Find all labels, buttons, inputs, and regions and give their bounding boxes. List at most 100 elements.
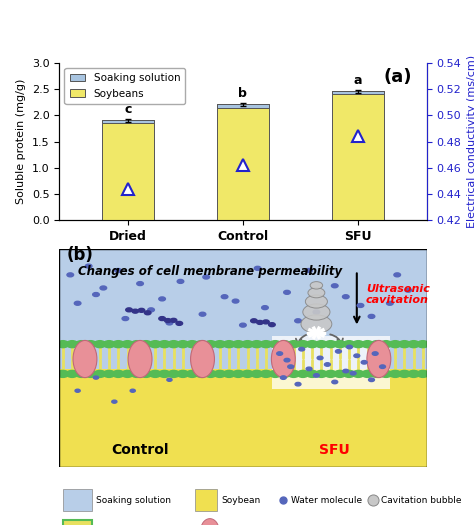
Circle shape	[371, 371, 383, 377]
Circle shape	[277, 352, 283, 355]
Ellipse shape	[201, 519, 219, 525]
Circle shape	[159, 297, 165, 301]
Circle shape	[262, 306, 268, 310]
Circle shape	[67, 273, 73, 277]
Circle shape	[269, 323, 275, 327]
Bar	[59, 249, 427, 369]
Circle shape	[288, 365, 293, 369]
Circle shape	[159, 341, 170, 348]
Circle shape	[408, 371, 419, 377]
Circle shape	[317, 356, 323, 360]
Circle shape	[334, 341, 346, 348]
Circle shape	[313, 310, 319, 314]
Circle shape	[316, 341, 327, 348]
Circle shape	[343, 295, 349, 299]
Circle shape	[313, 374, 319, 377]
Circle shape	[138, 308, 145, 312]
Circle shape	[223, 341, 235, 348]
Bar	[272, 336, 390, 388]
Circle shape	[195, 371, 207, 377]
Circle shape	[343, 341, 355, 348]
Circle shape	[232, 371, 244, 377]
Circle shape	[131, 371, 143, 377]
Circle shape	[306, 341, 318, 348]
Circle shape	[263, 320, 269, 324]
Circle shape	[305, 295, 328, 308]
Circle shape	[361, 361, 367, 364]
Text: Ultrasonic
cavitation: Ultrasonic cavitation	[366, 284, 430, 306]
Ellipse shape	[367, 340, 391, 377]
Circle shape	[112, 341, 124, 348]
Circle shape	[140, 341, 152, 348]
Circle shape	[251, 371, 263, 377]
Bar	[59, 369, 427, 467]
Circle shape	[205, 341, 217, 348]
Circle shape	[306, 367, 312, 371]
Circle shape	[371, 341, 383, 348]
Circle shape	[112, 400, 117, 403]
Circle shape	[380, 371, 392, 377]
Circle shape	[122, 341, 133, 348]
Ellipse shape	[191, 340, 214, 377]
Circle shape	[159, 371, 170, 377]
Y-axis label: Soluble protein (mg/g): Soluble protein (mg/g)	[16, 79, 26, 204]
Circle shape	[132, 309, 138, 313]
Circle shape	[177, 371, 189, 377]
Circle shape	[66, 341, 78, 348]
Circle shape	[394, 273, 401, 277]
Circle shape	[260, 371, 272, 377]
Circle shape	[168, 341, 180, 348]
Text: (a): (a)	[383, 68, 412, 86]
Bar	[102, 120, 154, 220]
Circle shape	[122, 317, 128, 321]
FancyBboxPatch shape	[195, 489, 217, 511]
Circle shape	[284, 290, 290, 295]
Circle shape	[223, 371, 235, 377]
Circle shape	[195, 341, 207, 348]
Circle shape	[74, 301, 81, 305]
Circle shape	[353, 371, 364, 377]
Circle shape	[66, 371, 78, 377]
Circle shape	[389, 371, 401, 377]
Circle shape	[343, 371, 355, 377]
Circle shape	[131, 341, 143, 348]
Ellipse shape	[128, 340, 152, 377]
Circle shape	[346, 345, 352, 349]
Text: b: b	[238, 87, 247, 100]
Circle shape	[343, 369, 349, 373]
Circle shape	[122, 371, 133, 377]
Circle shape	[166, 321, 173, 325]
Circle shape	[126, 308, 132, 312]
Circle shape	[297, 341, 309, 348]
Circle shape	[75, 389, 80, 392]
Circle shape	[399, 371, 410, 377]
Circle shape	[214, 371, 226, 377]
Circle shape	[306, 371, 318, 377]
Circle shape	[354, 354, 360, 358]
Circle shape	[94, 341, 106, 348]
Circle shape	[103, 341, 115, 348]
Circle shape	[170, 318, 177, 322]
Legend: Soaking solution, Soybeans: Soaking solution, Soybeans	[64, 68, 185, 104]
Circle shape	[299, 348, 305, 351]
Bar	[59, 249, 427, 467]
Circle shape	[149, 371, 161, 377]
Text: Soaking solution: Soaking solution	[96, 496, 171, 505]
Circle shape	[325, 363, 330, 366]
Text: SFU: SFU	[319, 443, 350, 457]
Circle shape	[93, 376, 99, 379]
Text: Control: Control	[111, 443, 169, 457]
Circle shape	[269, 341, 281, 348]
Text: (b): (b)	[66, 246, 93, 264]
Circle shape	[167, 379, 172, 381]
Circle shape	[389, 341, 401, 348]
Bar	[217, 104, 269, 108]
Circle shape	[186, 341, 198, 348]
Circle shape	[205, 371, 217, 377]
Circle shape	[332, 380, 337, 384]
Circle shape	[140, 371, 152, 377]
Text: Changes of cell membrane permeability: Changes of cell membrane permeability	[78, 265, 342, 278]
Circle shape	[93, 292, 99, 297]
Circle shape	[177, 341, 189, 348]
Circle shape	[203, 275, 210, 279]
